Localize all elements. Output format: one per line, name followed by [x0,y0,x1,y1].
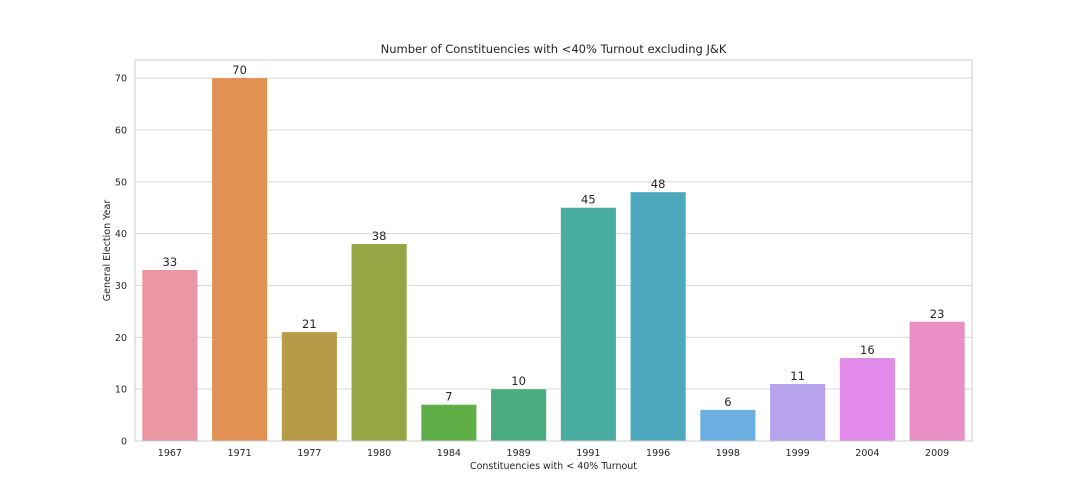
bar [281,332,337,441]
bar [700,409,756,441]
bar [491,389,547,441]
x-axis-label: Constituencies with < 40% Turnout [470,461,637,472]
y-tick-label: 50 [115,177,127,188]
y-axis-ticks: 0 10 20 30 40 50 60 70 [115,74,127,448]
plot-frame [134,59,973,442]
bar [839,358,895,441]
bar-value-label: 11 [790,369,805,383]
bar [560,207,616,441]
x-tick-label: 1991 [576,448,600,459]
x-axis-ticks: 1967 1971 1977 1980 1984 1989 1991 1996 1998 1999… [158,448,949,459]
bar-value-label: 70 [232,63,247,77]
x-tick-label: 1989 [507,448,531,459]
chart-title: Number of Constituencies with <40% Turno… [381,42,727,56]
bar-value-label: 16 [860,343,875,357]
bar [770,383,826,441]
data-labels: 33 70 21 38 7 10 45 48 6 11 16 23 [163,63,945,409]
bar-value-label: 45 [581,193,596,207]
bar-value-label: 48 [651,177,666,191]
bar-value-label: 23 [930,307,945,321]
bar-value-label: 6 [724,395,731,409]
x-tick-label: 1967 [158,448,182,459]
y-tick-label: 40 [115,229,127,240]
y-axis-label: General Election Year [102,200,113,302]
x-tick-label: 1999 [786,448,810,459]
y-tick-label: 60 [115,125,127,136]
bar-value-label: 21 [302,317,317,331]
x-tick-label: 1971 [228,448,252,459]
y-tick-label: 70 [115,74,127,85]
x-tick-label: 1980 [367,448,391,459]
y-tick-label: 20 [115,333,127,344]
bar [142,269,198,441]
x-tick-label: 1996 [646,448,670,459]
x-tick-label: 1984 [437,448,461,459]
bar [351,244,407,441]
x-tick-label: 1998 [716,448,740,459]
bar [630,192,686,441]
bar [212,78,268,442]
bar-value-label: 10 [511,374,526,388]
y-tick-label: 10 [115,385,127,396]
bar [421,404,477,441]
y-tick-label: 0 [121,437,127,448]
bar-value-label: 33 [163,255,178,269]
x-tick-label: 1977 [297,448,321,459]
x-tick-label: 2004 [855,448,879,459]
bar-value-label: 38 [372,229,387,243]
bar [909,321,965,441]
bars [142,78,965,442]
y-tick-label: 30 [115,281,127,292]
gridlines [135,77,972,442]
bar-value-label: 7 [445,390,452,404]
x-tick-label: 2009 [925,448,949,459]
